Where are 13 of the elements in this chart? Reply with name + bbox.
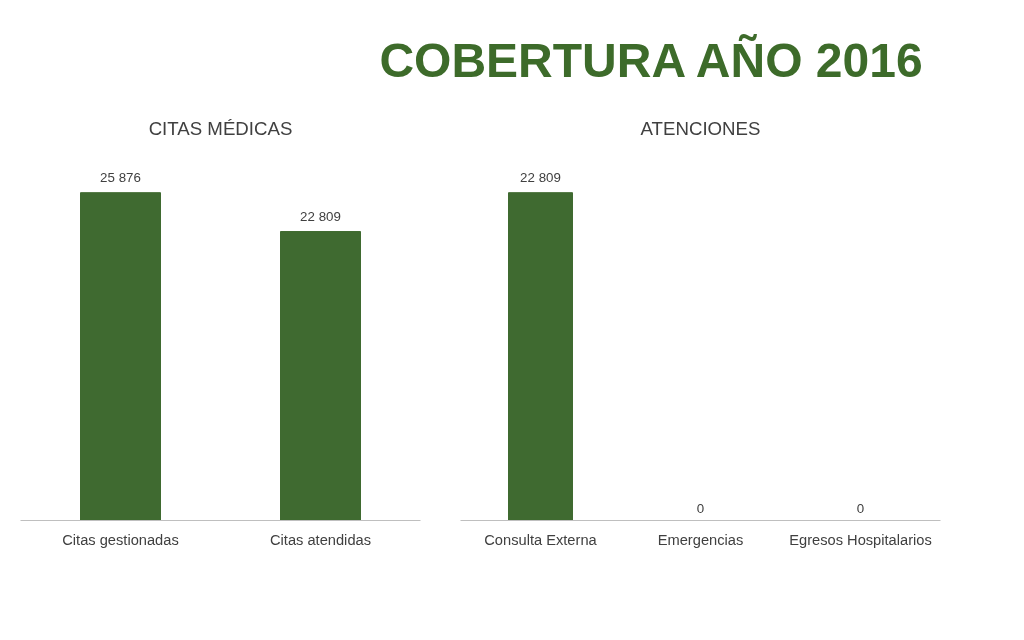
data-label: 22 809 [300,208,341,224]
chart-subtitle: ATENCIONES [640,117,761,139]
x-tick-label: Emergencias [657,531,744,548]
data-label: 25 876 [100,169,141,185]
data-label: 0 [696,500,705,516]
x-tick-label: Citas atendidas [269,531,372,548]
x-tick-label: Consulta Externa [484,531,598,548]
x-tick-label: Citas gestionadas [62,531,179,548]
chart-subtitle: CITAS MÉDICAS [148,117,293,139]
data-label: 0 [856,500,865,516]
data-label: 22 809 [520,169,561,185]
text: COBERTURA AÑO 2016 [379,33,923,87]
x-tick-label: Egresos Hospitalarios [789,531,932,548]
